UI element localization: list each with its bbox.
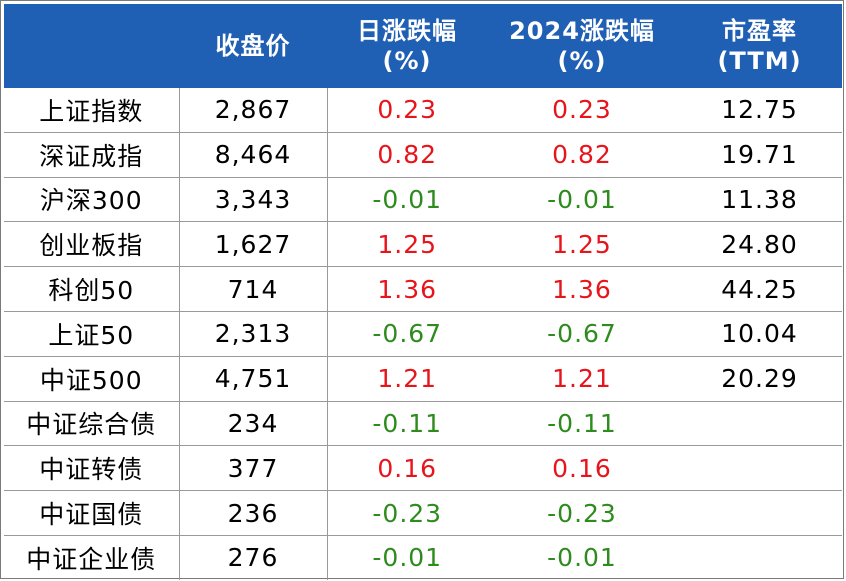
close-price-cell: 1,627: [179, 221, 328, 268]
pe-ratio-cell: 10.04: [677, 311, 842, 357]
ytd-change-cell: -0.23: [487, 490, 677, 536]
table-row: 上证指数 2,867 0.23 0.23 12.75: [4, 88, 842, 133]
index-name-cell: 上证50: [4, 311, 180, 357]
ytd-change-cell: 0.23: [487, 88, 677, 133]
close-price-cell: 2,867: [179, 88, 328, 133]
daily-change-cell: 1.25: [327, 221, 487, 268]
daily-change-cell: -0.11: [327, 401, 487, 447]
close-price-cell: 276: [179, 535, 328, 580]
index-name-cell: 深证成指: [4, 132, 180, 178]
daily-change-cell: 0.82: [327, 132, 487, 178]
ytd-change-cell: 0.82: [487, 132, 677, 178]
pe-ratio-cell: [677, 445, 842, 492]
index-name-cell: 沪深300: [4, 177, 180, 223]
header-ytd-change-label: 2024涨跌幅: [509, 17, 655, 45]
table-row: 中证转债 377 0.16 0.16: [4, 445, 842, 492]
header-pe-ratio: 市盈率 (TTM): [677, 4, 842, 88]
daily-change-cell: -0.67: [327, 311, 487, 357]
table-body: 上证指数 2,867 0.23 0.23 12.75 深证成指 8,464 0.82 0.82 1…: [4, 88, 842, 580]
pe-ratio-cell: [677, 490, 842, 536]
market-index-table: 收盘价 日涨跌幅 (%) 2024涨跌幅 (%) 市盈率 (TTM) 上证指数 2…: [4, 4, 842, 580]
index-name-cell: 中证转债: [4, 445, 180, 492]
header-ytd-change-unit: (%): [557, 47, 607, 75]
pe-ratio-cell: 24.80: [677, 221, 842, 268]
table-row: 创业板指 1,627 1.25 1.25 24.80: [4, 221, 842, 268]
close-price-cell: 2,313: [179, 311, 328, 357]
daily-change-cell: 1.36: [327, 266, 487, 312]
daily-change-cell: -0.23: [327, 490, 487, 536]
ytd-change-cell: 1.36: [487, 266, 677, 312]
ytd-change-cell: 1.25: [487, 221, 677, 268]
pe-ratio-cell: 11.38: [677, 177, 842, 223]
table-row: 中证国债 236 -0.23 -0.23: [4, 490, 842, 536]
header-daily-change: 日涨跌幅 (%): [327, 4, 487, 88]
pe-ratio-cell: 12.75: [677, 88, 842, 133]
index-name-cell: 科创50: [4, 266, 180, 312]
header-row: 收盘价 日涨跌幅 (%) 2024涨跌幅 (%) 市盈率 (TTM): [4, 4, 842, 88]
index-name-cell: 中证综合债: [4, 401, 180, 447]
close-price-cell: 236: [179, 490, 328, 536]
table-row: 中证500 4,751 1.21 1.21 20.29: [4, 356, 842, 402]
daily-change-cell: -0.01: [372, 543, 443, 573]
header-close-price-label: 收盘价: [215, 32, 291, 60]
header-pe-ratio-unit: (TTM): [717, 47, 802, 75]
index-name-cell: 中证企业债: [4, 535, 180, 580]
index-name-cell: 创业板指: [4, 221, 180, 268]
table-row: 深证成指 8,464 0.82 0.82 19.71: [4, 132, 842, 178]
daily-change-cell: 1.21: [327, 356, 487, 402]
pe-ratio-cell: 44.25: [677, 266, 842, 312]
table-row: 科创50 714 1.36 1.36 44.25: [4, 266, 842, 312]
table-header: 收盘价 日涨跌幅 (%) 2024涨跌幅 (%) 市盈率 (TTM): [4, 4, 842, 88]
pe-ratio-cell: [677, 535, 842, 579]
ytd-change-cell: -0.67: [487, 311, 677, 357]
header-pe-ratio-label: 市盈率: [722, 17, 797, 45]
index-name-cell: 中证国债: [4, 490, 180, 536]
header-daily-change-label: 日涨跌幅: [357, 17, 457, 45]
table-row: 中证综合债 234 -0.11 -0.11: [4, 401, 842, 447]
table-row: 沪深300 3,343 -0.01 -0.01 11.38: [4, 177, 842, 223]
header-index-name: [4, 4, 179, 88]
header-daily-change-unit: (%): [382, 47, 432, 75]
pe-ratio-cell: [677, 401, 842, 447]
ytd-change-cell: -0.11: [487, 401, 677, 447]
ytd-change-cell: -0.01: [487, 177, 677, 223]
header-ytd-change: 2024涨跌幅 (%): [487, 4, 677, 88]
daily-change-cell: 0.23: [327, 88, 487, 133]
header-close-price: 收盘价: [179, 4, 327, 88]
close-price-cell: 4,751: [179, 356, 328, 402]
ytd-change-cell: 1.21: [487, 356, 677, 402]
ytd-change-cell: -0.01: [547, 543, 617, 573]
daily-change-cell: 0.16: [327, 445, 487, 492]
pe-ratio-cell: 19.71: [677, 132, 842, 178]
table-row: 上证50 2,313 -0.67 -0.67 10.04: [4, 311, 842, 357]
index-name-cell: 上证指数: [4, 88, 180, 133]
close-price-cell: 714: [179, 266, 328, 312]
index-name-cell: 中证500: [4, 356, 180, 402]
pe-ratio-cell: 20.29: [677, 356, 842, 402]
close-price-cell: 234: [179, 401, 328, 447]
close-price-cell: 3,343: [179, 177, 328, 223]
table-row: 中证企业债 276 -0.01 -0.01: [4, 535, 842, 580]
ytd-change-cell: 0.16: [487, 445, 677, 492]
close-price-cell: 377: [179, 445, 328, 492]
close-price-cell: 8,464: [179, 132, 328, 178]
daily-change-cell: -0.01: [327, 177, 487, 223]
